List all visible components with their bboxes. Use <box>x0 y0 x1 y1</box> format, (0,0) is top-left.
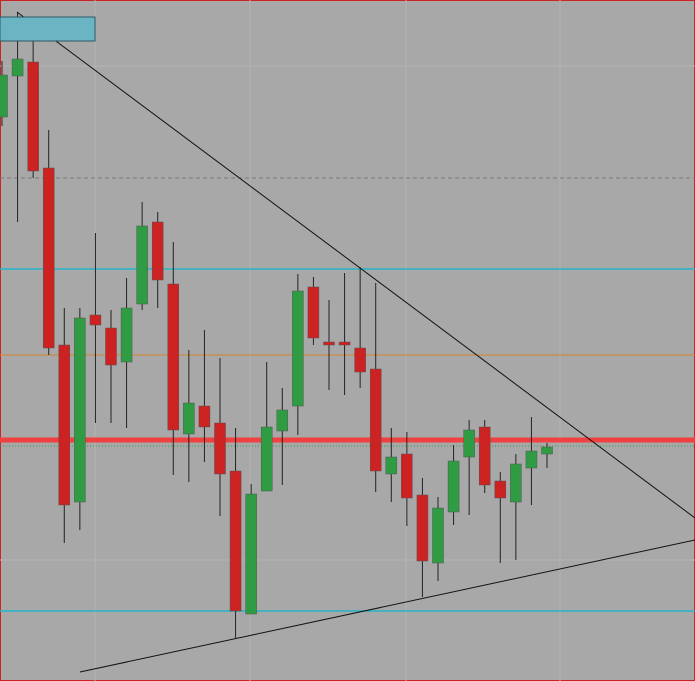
candle-body <box>120 307 133 363</box>
candle-body <box>323 341 335 346</box>
candle-body <box>432 507 444 564</box>
candle-body <box>245 493 257 615</box>
candle-body <box>11 58 24 77</box>
candle-body <box>369 368 382 472</box>
candle-body <box>105 327 117 366</box>
candle-body <box>74 317 86 503</box>
candles <box>0 12 553 638</box>
candle-body <box>292 290 304 407</box>
candle-body <box>151 221 164 281</box>
candle-body <box>447 460 460 513</box>
candle-body <box>27 61 39 172</box>
candle-body <box>463 429 475 458</box>
candle-body <box>229 470 242 612</box>
trend-line <box>16 11 695 519</box>
candle-body <box>0 74 8 118</box>
candle-body <box>214 422 226 475</box>
candle-body <box>276 409 289 432</box>
candle-body <box>416 494 429 562</box>
candle-body <box>401 453 413 499</box>
candle-body <box>307 286 320 339</box>
candle-body <box>525 450 538 469</box>
candle-body <box>260 426 273 492</box>
levels <box>0 177 695 612</box>
candle-body <box>198 405 211 428</box>
candle-body <box>338 341 351 346</box>
trend-line <box>79 539 695 673</box>
candle-body <box>183 402 195 435</box>
candle-body <box>136 225 148 305</box>
candle-body <box>478 426 491 486</box>
candle-body <box>167 283 180 431</box>
candle-body <box>42 167 55 349</box>
candle-body <box>354 347 366 373</box>
candle-body <box>494 480 507 499</box>
candle-body <box>89 314 102 326</box>
candle-body <box>58 344 71 506</box>
candle-body <box>510 463 522 503</box>
label-box <box>0 16 96 42</box>
candle-body <box>385 456 398 475</box>
candle-body <box>541 446 553 455</box>
